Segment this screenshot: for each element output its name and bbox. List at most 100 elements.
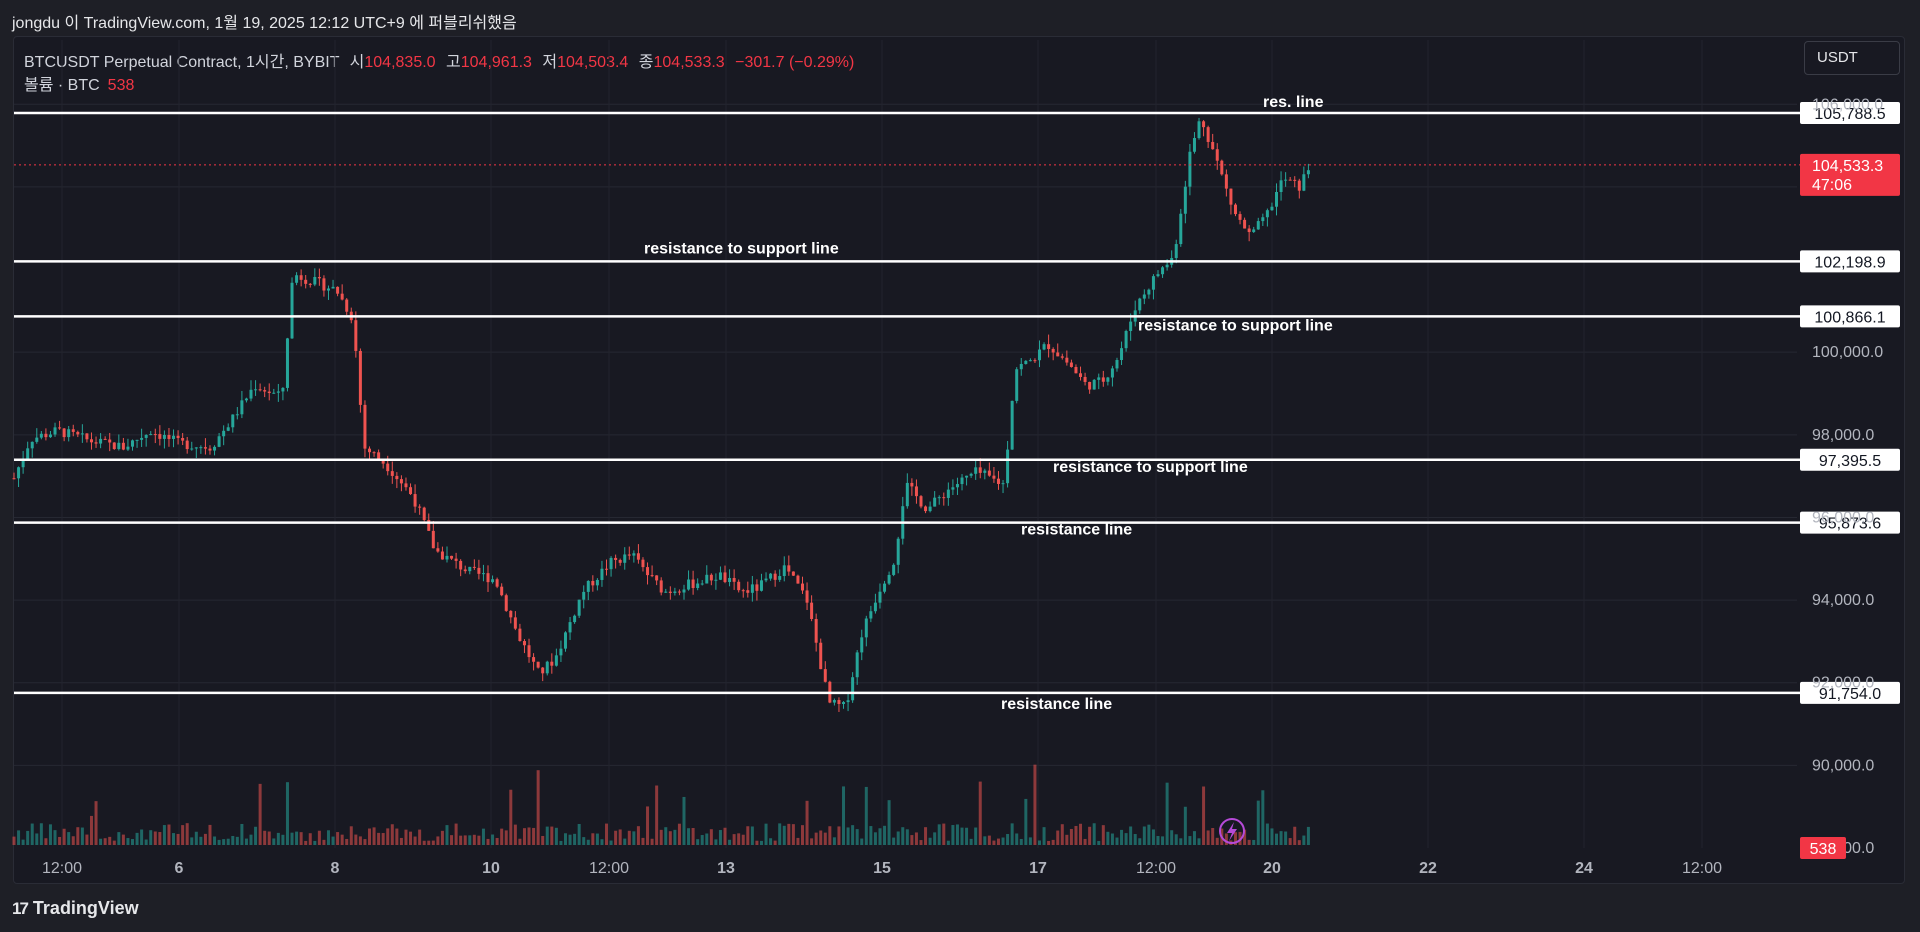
volume-bar [919,840,923,845]
volume-bar [987,835,991,845]
candle-body [864,618,868,638]
candle-body [509,610,513,618]
volume-bar [67,832,71,845]
candle-body [463,569,467,572]
volume-bar [522,828,526,845]
level-price-label: 102,198.9 [1814,254,1885,271]
candle-body [80,433,84,435]
candle-body [176,435,180,438]
volume-bar [404,829,408,845]
candle-body [99,438,103,444]
volume-bar [108,836,112,845]
candle-body [436,548,440,552]
candle-body [1261,217,1265,222]
volume-bar [422,840,426,845]
volume-bar [586,839,590,845]
candle-body [718,572,722,580]
volume-bar [486,838,490,845]
candle-body [741,590,745,592]
tradingview-logo[interactable]: 17 TradingView [12,898,139,919]
candle-body [937,497,941,499]
candle-body [372,452,376,454]
candles [12,117,1310,712]
volume-bar [126,838,130,845]
volume-bar [682,796,686,845]
volume-bar [1279,831,1283,845]
x-tick-label: 12:00 [42,860,82,877]
candle-body [422,507,426,520]
volume-bar [103,838,107,845]
volume-bar [53,830,57,845]
y-tick-label: 94,000.0 [1812,592,1874,609]
volume-bar [1270,828,1274,845]
candle-body [810,602,814,620]
x-tick-label: 15 [873,860,891,877]
candle-body [1056,352,1060,357]
candle-body [641,559,645,568]
candle-body [769,573,773,579]
candle-body [819,642,823,670]
horizontal-levels[interactable]: 105,788.5 res. line 102,198.9 resistance to… [14,94,1900,713]
volume-bar [336,832,340,845]
volume-bar [819,830,823,845]
volume-bar [965,827,969,845]
candle-body [162,434,166,439]
candle-body [345,299,349,312]
candle-body [664,591,668,593]
candle-body [167,434,171,439]
volume-bar [1097,840,1101,845]
volume-bar [627,830,631,845]
volume-bar [1161,836,1165,845]
candle-body [368,448,372,453]
volume-bar [800,825,804,845]
currency-button[interactable]: USDT [1804,41,1900,75]
volume-bar [933,832,937,845]
volume-bar [901,827,905,845]
candle-body [905,482,909,507]
x-tick-label: 20 [1263,860,1281,877]
candle-body [1238,214,1242,220]
volume-bar [1088,826,1092,845]
candle-body [1156,274,1160,277]
volume-bar [263,830,267,845]
volume-bar [632,831,636,845]
candle-body [468,566,472,572]
volume-bar [869,826,873,845]
volume-bar [199,836,203,845]
volume-bar [746,826,750,845]
candle-body [226,427,230,431]
candle-body [363,404,367,449]
candle-body [203,447,207,449]
level-annotation: resistance line [1001,696,1112,713]
lightning-icon[interactable] [1219,818,1245,844]
symbol-name[interactable]: BTCUSDT Perpetual Contract, 1시간, BYBIT [24,54,340,71]
volume-bar [946,840,950,845]
volume-bar [1092,823,1096,845]
candle-body [823,669,827,682]
volume-bar [600,839,604,845]
y-tick-label: 106,000.0 [1812,96,1883,113]
candle-body [709,574,713,581]
volume-bar [267,831,271,845]
level-price-tag [1800,681,1900,704]
candle-body [440,551,444,560]
volume-bar [1047,840,1051,845]
volume-bar [1010,823,1014,845]
time-axis[interactable]: 12:00 6 8 10 12:00 13 15 17 12:00 20 22 24 12:00 [42,860,1722,877]
candle-body [1197,121,1201,139]
candle-body [791,571,795,576]
candle-body [960,477,964,485]
volume-bar [1147,824,1151,845]
volume-bar [937,824,941,845]
volume-bar [1206,830,1210,845]
volume-bar [1006,834,1010,845]
price-axis[interactable]: 90,000.0 92,000.0 94,000.0 96,000.0 98,000.0… [1812,96,1883,857]
volume-bar [276,832,280,845]
volume-bar [326,830,330,845]
volume-bar [190,837,194,845]
volume-bar [974,827,978,845]
volume-bar [1019,838,1023,845]
candle-body [550,661,554,666]
low-value: 104,503.4 [557,54,629,71]
